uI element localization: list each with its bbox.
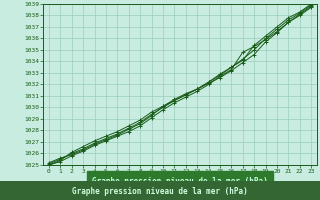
X-axis label: Graphe pression niveau de la mer (hPa): Graphe pression niveau de la mer (hPa) [92, 177, 268, 186]
Text: Graphe pression niveau de la mer (hPa): Graphe pression niveau de la mer (hPa) [72, 187, 248, 196]
